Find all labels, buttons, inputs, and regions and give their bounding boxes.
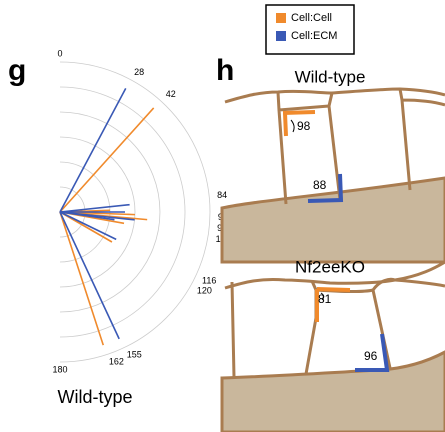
angle-tick-label: 0 (57, 48, 62, 58)
angle-label: 98 (297, 119, 311, 133)
angle-label: 96 (364, 349, 378, 363)
legend-label: Cell:ECM (291, 30, 337, 42)
polar-caption: Wild-type (57, 387, 132, 407)
panel-label: g (8, 54, 26, 87)
polar-plot: 02842849296100116120155162180 (52, 48, 230, 374)
vector-line (60, 212, 103, 345)
diagram-mutant: Nf2eeKO 81 96 (222, 257, 445, 432)
panel-label: h (216, 54, 234, 87)
angle-tick-label: 180 (52, 364, 67, 374)
angle-tick-label: 28 (134, 67, 144, 77)
angle-tick-label: 162 (109, 357, 124, 367)
angle-tick-label: 155 (127, 350, 142, 360)
angle-tick-label: 84 (217, 190, 227, 200)
diagram-title: Wild-type (295, 67, 366, 86)
angle-tick-label: 120 (197, 285, 212, 295)
angle-arc (291, 120, 294, 132)
ecm (222, 178, 445, 262)
angle-label: 81 (318, 292, 332, 306)
legend-label: Cell:Cell (291, 12, 332, 24)
angle-tick-label: 116 (202, 276, 216, 286)
angle-tick-label: 42 (166, 89, 176, 99)
diagram-wild-type: Wild-type 98 88 (222, 67, 445, 262)
legend-swatch (276, 13, 286, 23)
legend-swatch (276, 31, 286, 41)
figure: g h Wild-type 02842849296100116120155162… (0, 0, 445, 432)
vector-line (60, 212, 119, 339)
diagram-title: Nf2eeKO (295, 257, 365, 276)
ecm (222, 352, 445, 432)
angle-label: 88 (313, 178, 327, 192)
legend: Cell:Cell Cell:ECM (266, 5, 354, 54)
cell-wall (232, 279, 445, 377)
